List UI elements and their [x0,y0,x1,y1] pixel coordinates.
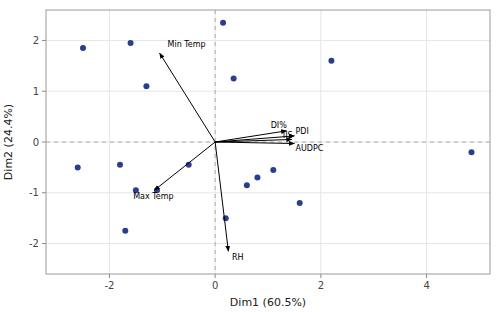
arrow [160,53,216,142]
annotation: AUDPC [295,144,323,153]
y-tick [42,192,46,193]
point [270,167,276,173]
y-grid-line [46,91,490,92]
point [231,76,237,82]
y-axis-label: Dim2 (24.4%) [2,104,15,180]
point [122,228,128,234]
point [117,162,123,168]
annotation: DI% [271,121,288,130]
annotation: IIS [283,131,293,140]
grid [46,10,490,274]
y-grid-line [46,142,490,143]
x-tick-label: 0 [212,280,218,291]
y-tick [42,91,46,92]
point [297,200,303,206]
plot-area [46,10,490,274]
chart: -2 0 2 4 -2 -1 0 1 2 Min Temp Max Temp RH DI% PDIIISA… [0,0,500,312]
y-grid-line [46,40,490,41]
annotation: Max Temp [133,192,173,201]
point [80,45,86,51]
point [128,40,134,46]
point [143,83,149,89]
y-tick-label: 2 [33,35,39,46]
y-tick-label: 1 [33,86,39,97]
point [75,164,81,170]
arrow [215,139,292,142]
x-tick [426,274,427,278]
arrow [215,142,294,144]
y-tick [42,40,46,41]
y-tick [42,142,46,143]
point [244,182,250,188]
x-axis-label: Dim1 (60.5%) [230,296,306,309]
point [254,175,260,181]
y-tick-label: -2 [29,238,39,249]
x-tick-label: 2 [318,280,324,291]
y-tick-label: 0 [33,137,39,148]
annotation: RH [232,253,244,262]
y-tick-label: -1 [29,187,39,198]
arrow [154,142,215,190]
y-grid-line [46,192,490,193]
reference-line [46,142,490,143]
plot-frame [46,10,490,274]
x-tick [109,274,110,278]
annotation: PDI [295,127,308,136]
point [220,20,226,26]
x-tick [320,274,321,278]
x-tick-label: -2 [104,280,114,291]
x-tick [215,274,216,278]
point [469,149,475,155]
annotation: Min Temp [168,40,206,49]
arrow [215,142,228,251]
point [328,58,334,64]
x-tick-label: 4 [423,280,429,291]
y-tick [42,243,46,244]
y-grid-line [46,243,490,244]
